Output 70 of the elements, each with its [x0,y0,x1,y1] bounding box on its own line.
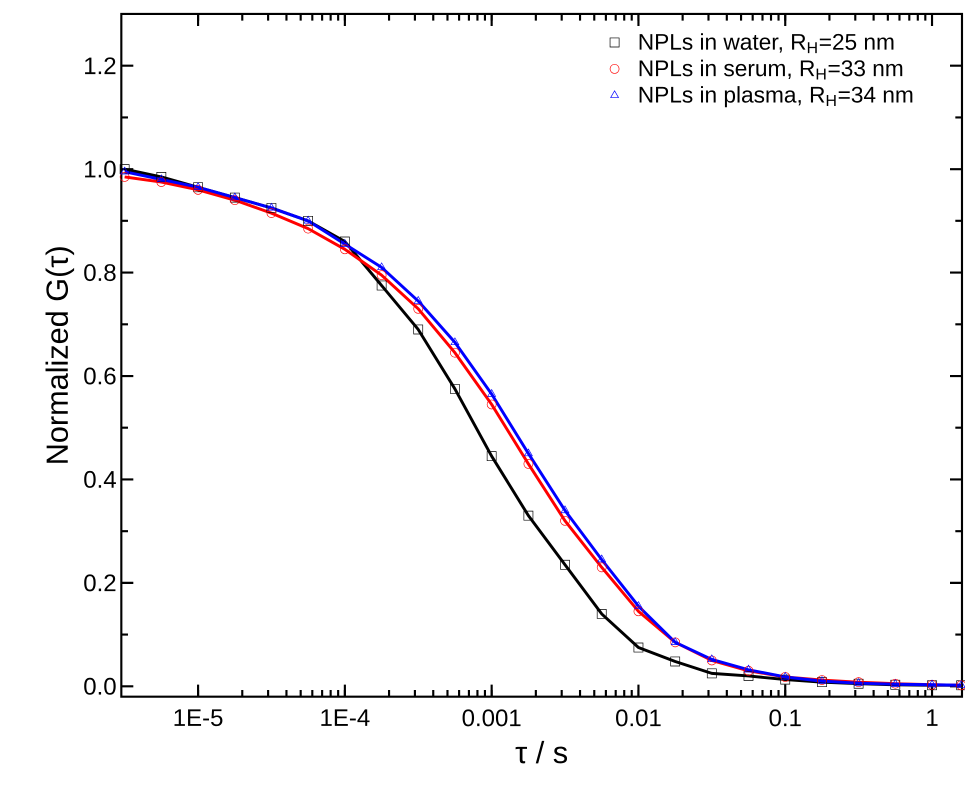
point [413,324,424,334]
point [450,384,460,394]
point [560,560,570,570]
point [670,656,680,666]
point [706,668,717,678]
point [597,554,606,562]
point [193,182,203,192]
point [634,601,643,609]
x-axis-title: τ / s [516,740,568,764]
point [708,654,716,662]
y-tick-label: 0.4 [84,470,116,488]
point [524,459,534,469]
point [230,195,240,206]
point [340,236,350,246]
point [744,671,754,681]
point [120,166,129,174]
x-tick-label: 0.01 [616,709,661,726]
point [450,338,460,345]
point [194,182,202,190]
point [304,216,312,224]
point [303,224,314,234]
point [486,451,497,462]
x-tick-label: 0.001 [462,709,521,726]
y-tick-label: 1.0 [85,160,116,178]
point [193,184,203,195]
point [928,680,936,688]
x-tick-label: 1E-5 [174,709,222,726]
point [560,506,570,514]
point [817,677,827,688]
point [157,174,166,182]
point [414,296,422,304]
legend-label: NPLs in water, R$_{H}$=25 nm [640,33,894,54]
y-tick-label: 1.2 [85,57,116,74]
point [596,609,607,619]
point [634,642,644,652]
point [340,244,350,254]
point [266,208,276,218]
x-tick-label: 0.1 [770,709,801,726]
legend-label: NPLs in plasma, R$_{H}$=34 nm [640,86,912,108]
point [377,262,386,270]
point [596,562,607,572]
point [744,666,754,676]
point [780,674,790,684]
point [413,304,424,314]
point [560,516,570,526]
point [634,606,644,616]
point [706,656,717,666]
point [450,348,460,358]
point [486,400,497,410]
point [156,177,166,187]
point [156,172,166,182]
point [670,637,680,645]
x-tick-label: 1E-4 [321,709,370,726]
y-tick-label: 0.8 [84,264,116,282]
point [340,239,350,247]
point [376,270,386,280]
point [376,280,386,290]
y-tick-label: 0.2 [84,574,116,592]
y-tick-label: 0.0 [84,678,116,695]
point [744,664,753,672]
point [487,389,496,397]
legend-label: NPLs in serum, R$_{H}$=33 nm [640,60,902,80]
y-tick-label: 0.6 [84,368,116,384]
point [670,637,680,648]
y-axis-title: Normalized G(τ) [46,247,74,463]
point [120,172,130,182]
x-tick-label: 1 [927,709,938,726]
point [524,510,534,521]
point [303,216,314,226]
point [524,448,533,456]
